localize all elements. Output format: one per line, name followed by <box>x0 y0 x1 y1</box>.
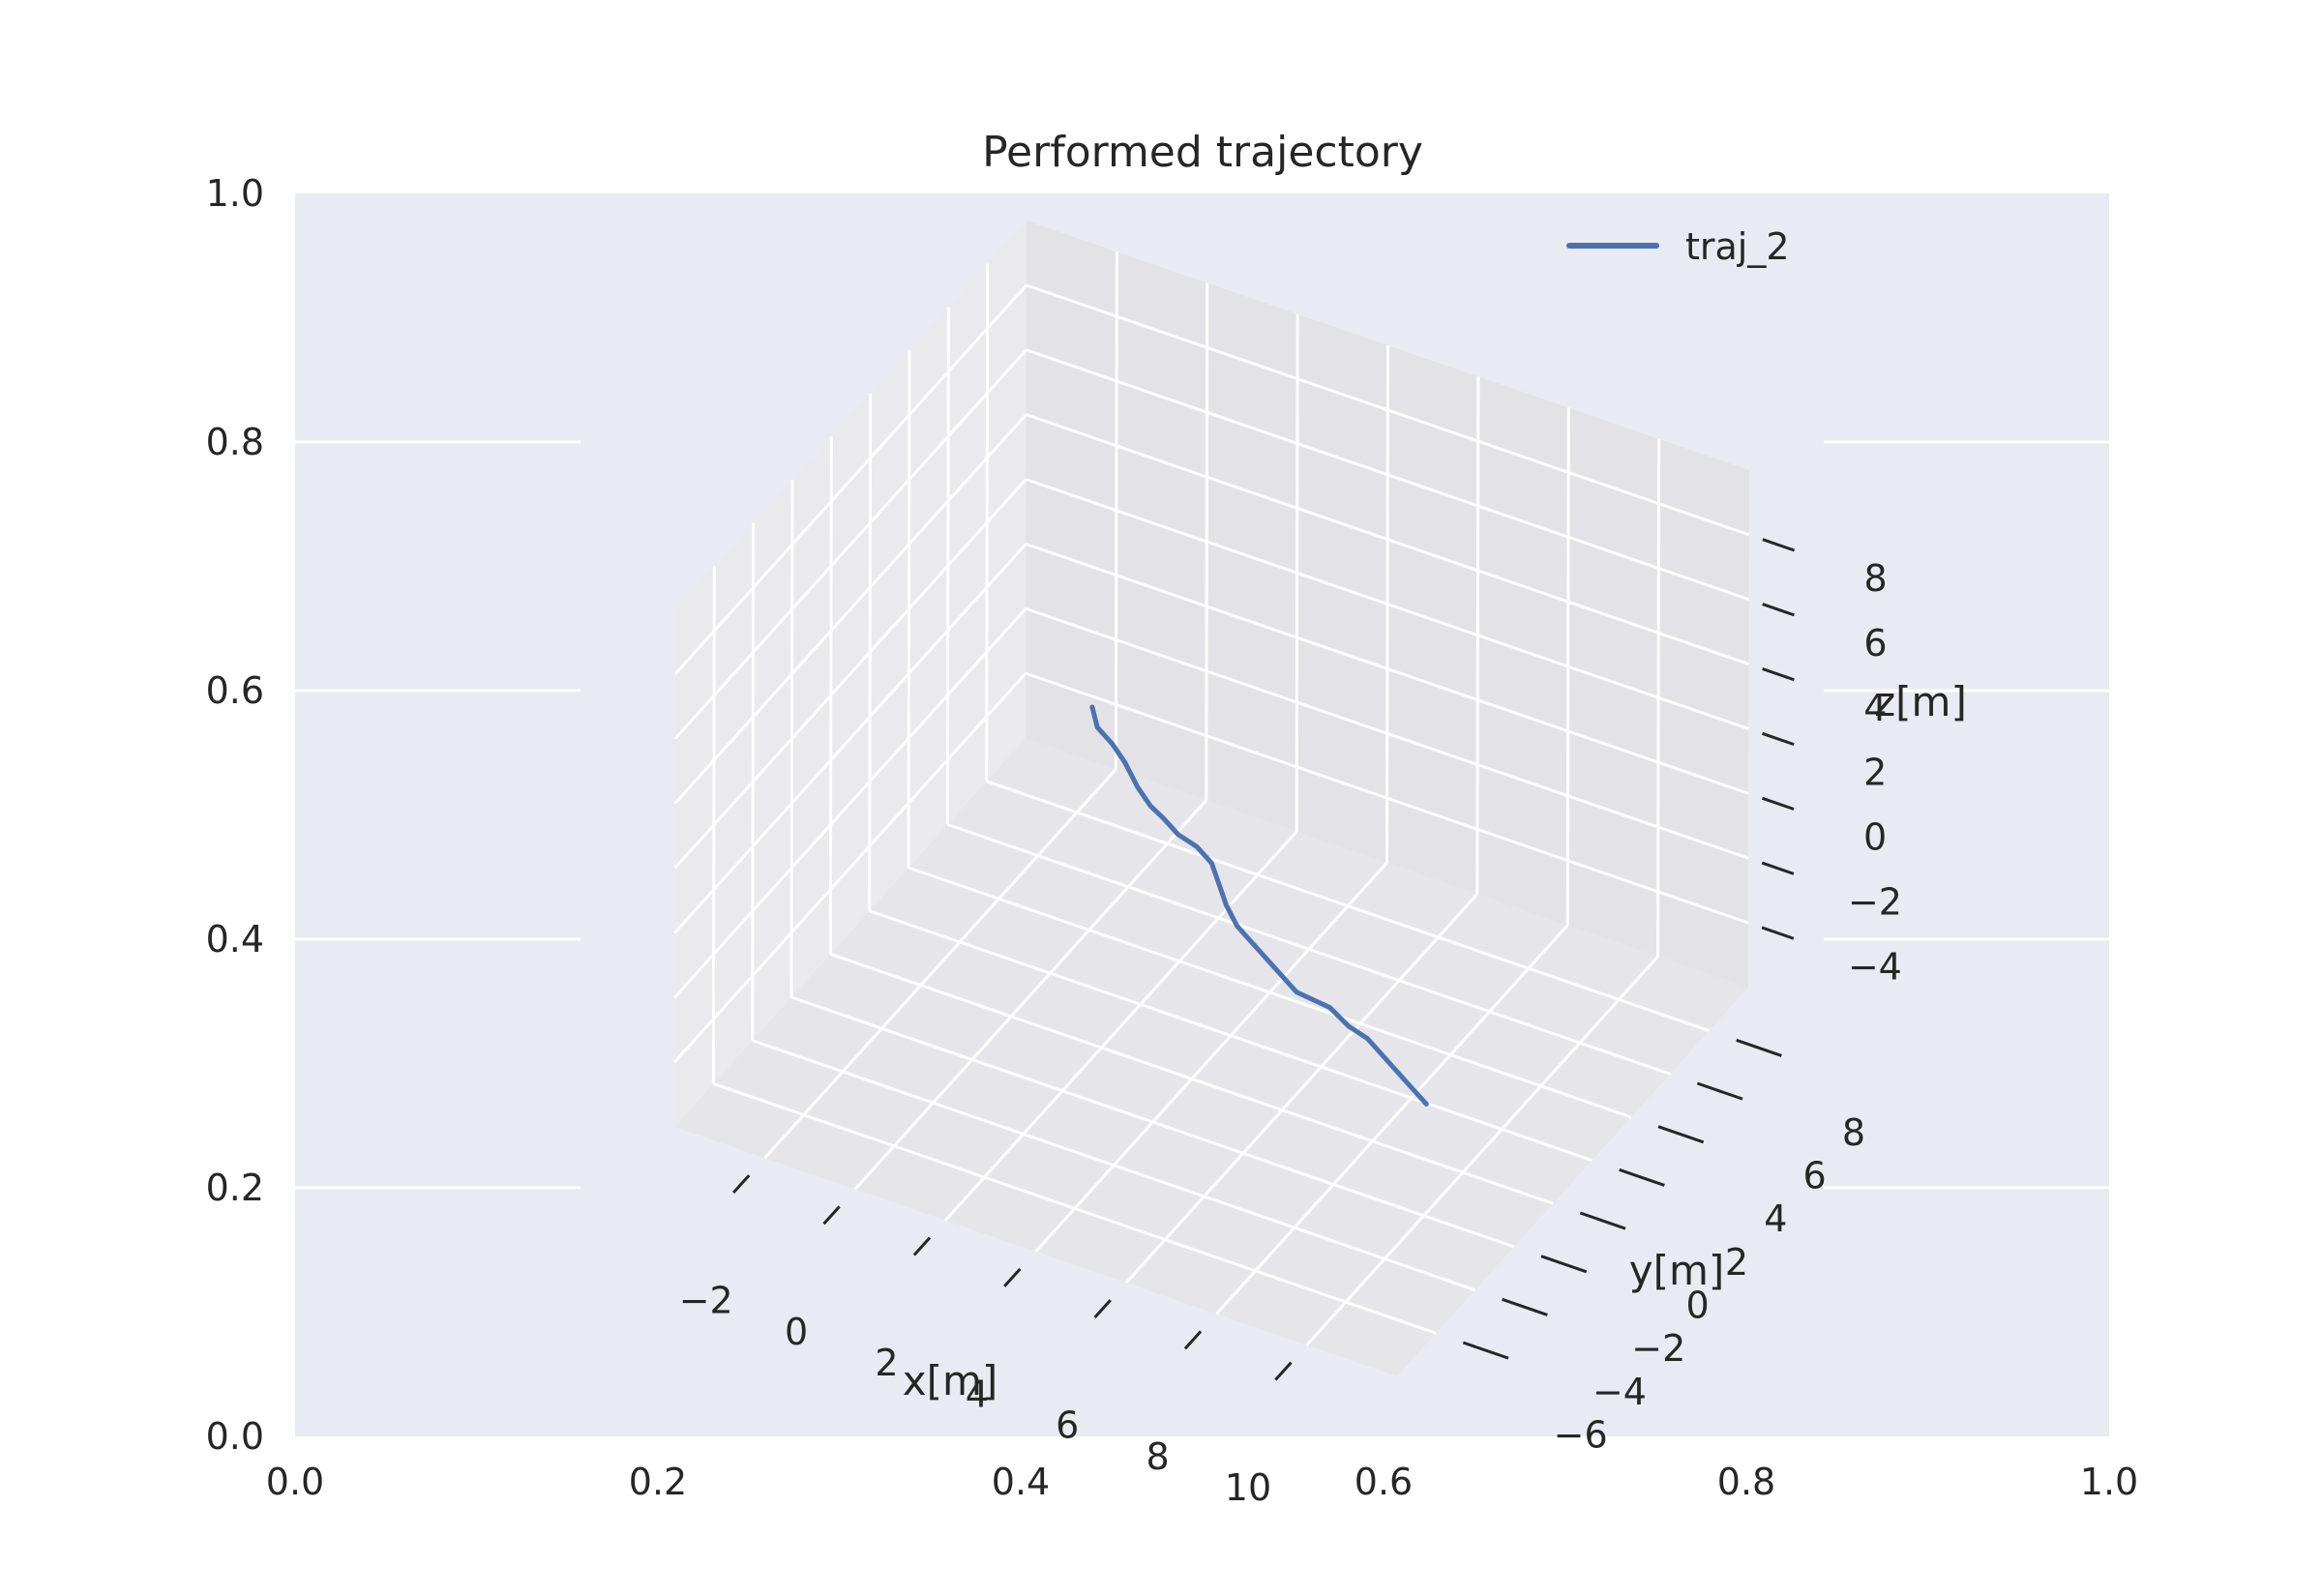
z-gridline <box>673 348 1027 740</box>
axes3d-gridlines <box>673 251 1750 1346</box>
x-tick-label: 6 <box>1056 1404 1079 1447</box>
outer-y-tick-label: 1.0 <box>206 172 264 215</box>
x-tick-label: 0 <box>785 1311 808 1353</box>
z-gridline <box>673 607 1027 999</box>
x-tick-label: 8 <box>1146 1435 1170 1478</box>
y-tick-mark <box>1657 1125 1705 1144</box>
z-tick-mark <box>1762 667 1795 682</box>
y-gridline <box>829 952 1554 1205</box>
x-gridline <box>1215 924 1569 1315</box>
y-tick-mark <box>1462 1341 1509 1360</box>
x-tick-label: 4 <box>966 1373 989 1415</box>
x-axis-label: x[m] <box>903 1357 998 1404</box>
z-gridline <box>1025 671 1749 925</box>
outer-x-tick-label: 0.4 <box>992 1461 1050 1503</box>
outer-x-tick-label: 0.2 <box>629 1461 687 1503</box>
y-axis-label: y[m] <box>1629 1247 1725 1294</box>
y-gridline <box>986 780 1711 1033</box>
z-tick-label: 6 <box>1863 622 1887 665</box>
x-gridline <box>763 768 1117 1160</box>
outer-x-tick-label: 0.0 <box>266 1461 324 1503</box>
outer-x-tick-label: 0.8 <box>1717 1461 1775 1503</box>
z-gridline <box>1026 283 1750 537</box>
z-gridline <box>673 413 1027 805</box>
y-gridline <box>712 1081 1437 1335</box>
y-tick-label: −2 <box>1631 1327 1685 1370</box>
chart-title: Performed trajectory <box>982 128 1423 177</box>
z-gridline <box>673 283 1027 675</box>
x-tick-label: −2 <box>679 1280 733 1322</box>
legend-label-traj_2: traj_2 <box>1685 225 1790 268</box>
outer-x-tick-label: 0.6 <box>1354 1461 1413 1503</box>
z-tick-mark <box>1762 731 1795 747</box>
y-gridline <box>790 995 1515 1249</box>
x-tick-mark <box>1183 1330 1203 1350</box>
outer-y-tick-label: 0.6 <box>206 669 264 712</box>
z-tick-label: −2 <box>1848 880 1902 923</box>
z-gridline <box>673 672 1027 1064</box>
z-gridline <box>1026 348 1750 602</box>
y-tick-mark <box>1619 1167 1665 1187</box>
trajectory-series <box>1089 704 1429 1107</box>
x-gridline <box>1305 955 1659 1346</box>
y-tick-mark <box>1540 1255 1588 1274</box>
x-tick-mark <box>1093 1299 1112 1318</box>
outer-x-tick-label: 1.0 <box>2080 1461 2138 1503</box>
z-axis-label: z[m] <box>1874 678 1967 725</box>
z-tick-mark <box>1761 796 1795 811</box>
x-tick-label: 10 <box>1225 1466 1271 1509</box>
legend: traj_2 <box>1566 225 1790 268</box>
y-tick-label: 2 <box>1725 1241 1748 1284</box>
z-tick-label: 8 <box>1864 557 1888 600</box>
y-gridline <box>869 909 1593 1163</box>
y-gridline <box>946 822 1671 1076</box>
z-tick-label: 4 <box>1863 687 1887 729</box>
outer-y-tick-label: 0.4 <box>206 918 264 961</box>
x-gridline <box>853 799 1207 1191</box>
z-gridline <box>673 478 1027 870</box>
y-tick-label: 4 <box>1764 1197 1787 1240</box>
x-tick-mark <box>1274 1361 1293 1381</box>
z-tick-mark <box>1762 538 1796 552</box>
y-tick-label: −4 <box>1593 1371 1647 1413</box>
x-gridline <box>944 830 1298 1222</box>
z-gridline <box>1025 542 1749 795</box>
z-tick-mark <box>1762 603 1795 617</box>
z-tick-label: −4 <box>1848 945 1902 988</box>
z-tick-mark <box>1761 861 1795 875</box>
y-tick-label: 0 <box>1686 1284 1710 1326</box>
z-gridline <box>1026 413 1750 666</box>
outer-y-tick-label: 0.8 <box>206 421 264 463</box>
outer-y-tick-label: 0.2 <box>206 1167 264 1209</box>
y-tick-label: −6 <box>1554 1413 1608 1456</box>
x-tick-mark <box>822 1205 841 1226</box>
z-tick-mark <box>1761 926 1795 940</box>
y-tick-mark <box>1696 1081 1743 1101</box>
outer-y-tick-label: 0.0 <box>206 1415 264 1458</box>
z-gridline <box>1026 478 1749 730</box>
x-tick-mark <box>1003 1267 1022 1287</box>
y-tick-mark <box>1579 1211 1626 1230</box>
y-tick-mark <box>1736 1038 1782 1057</box>
trajectory-line-traj_2 <box>1089 704 1429 1107</box>
x-gridline <box>1124 893 1478 1285</box>
z-tick-label: 0 <box>1863 816 1887 859</box>
y-tick-label: 6 <box>1803 1154 1827 1197</box>
x-tick-mark <box>912 1236 932 1256</box>
x-gridline <box>1034 861 1388 1254</box>
outer-axes-tick-labels: 0.0 0.2 0.4 0.6 0.8 1.0 0.0 0.2 0.4 0.6 0.8 1.0 <box>206 172 2139 1503</box>
y-tick-label: 8 <box>1842 1111 1865 1154</box>
z-gridline <box>1025 606 1749 860</box>
y-gridline <box>752 1039 1476 1292</box>
z-tick-label: 2 <box>1863 752 1887 794</box>
y-tick-mark <box>1502 1297 1548 1316</box>
x-tick-label: 2 <box>875 1342 898 1384</box>
z-gridline <box>673 543 1027 934</box>
x-tick-mark <box>731 1174 751 1194</box>
y-gridline <box>908 866 1632 1119</box>
